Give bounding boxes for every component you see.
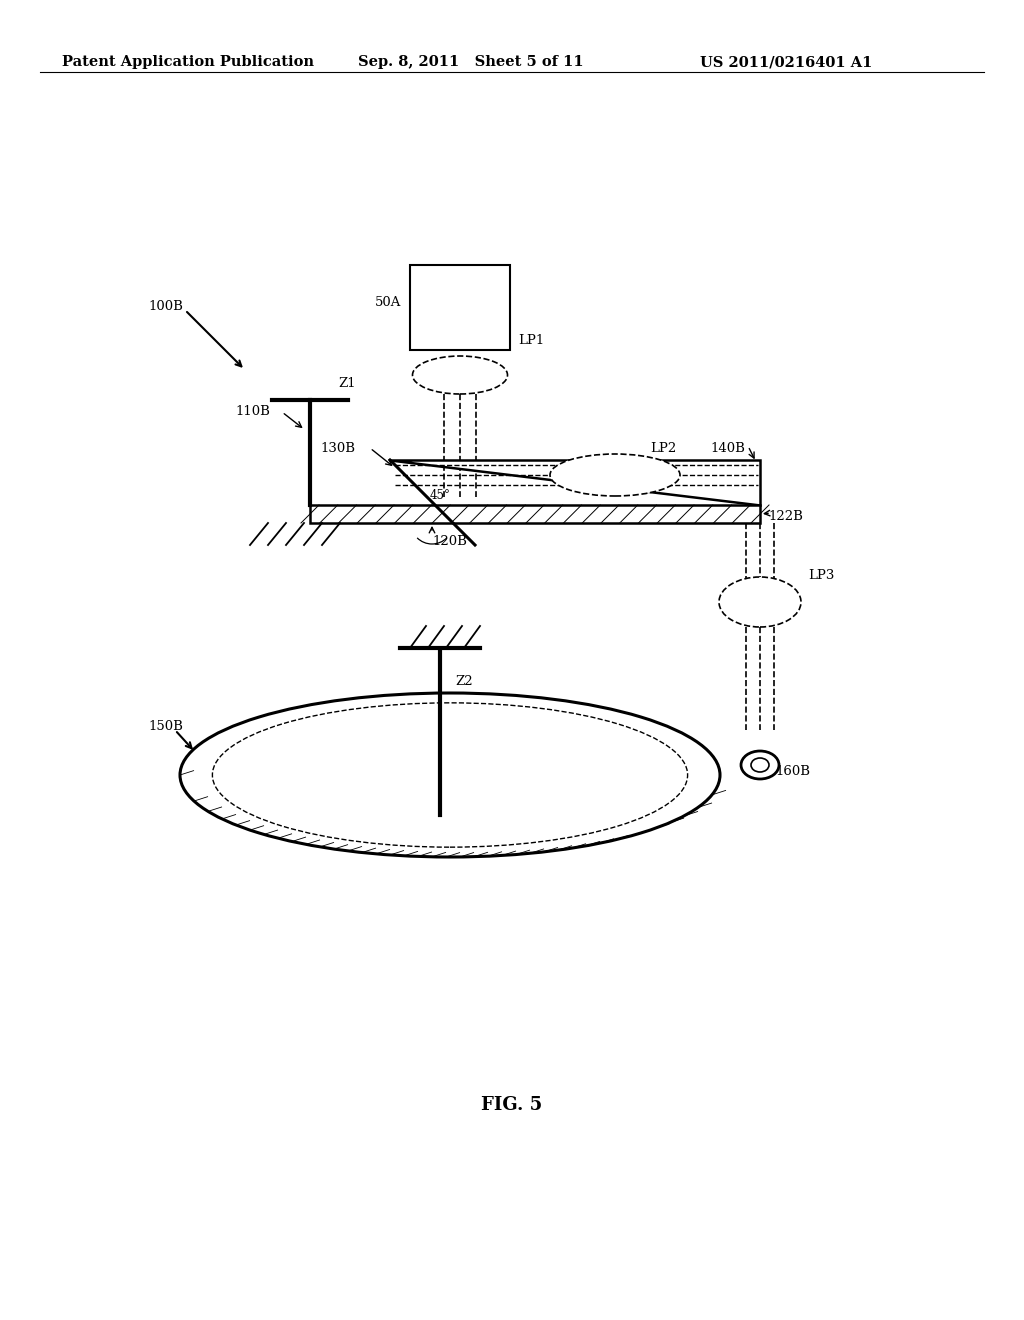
Ellipse shape (741, 751, 779, 779)
Text: 122B: 122B (768, 510, 803, 523)
Text: 160B: 160B (775, 766, 810, 777)
Text: 50A: 50A (375, 296, 401, 309)
Ellipse shape (751, 758, 769, 772)
Bar (410, 265, 510, 350)
Ellipse shape (719, 577, 801, 627)
Text: LP1: LP1 (518, 334, 544, 347)
Text: 110B: 110B (234, 405, 270, 418)
Text: US 2011/0216401 A1: US 2011/0216401 A1 (700, 55, 872, 69)
Text: 140B: 140B (710, 442, 744, 455)
Text: Sep. 8, 2011   Sheet 5 of 11: Sep. 8, 2011 Sheet 5 of 11 (358, 55, 584, 69)
Polygon shape (390, 459, 760, 506)
Text: 130B: 130B (319, 442, 355, 455)
Text: FIG. 5: FIG. 5 (481, 1096, 543, 1114)
Text: 45°: 45° (430, 488, 451, 502)
Ellipse shape (550, 454, 680, 496)
Text: LP3: LP3 (808, 569, 835, 582)
Text: Z2: Z2 (455, 675, 473, 688)
Ellipse shape (413, 356, 508, 393)
Text: LP2: LP2 (650, 442, 676, 455)
Text: 100B: 100B (148, 300, 183, 313)
Bar (310, 506, 760, 523)
Text: 120B: 120B (432, 535, 467, 548)
Text: Z1: Z1 (338, 378, 355, 389)
Text: 150B: 150B (148, 719, 183, 733)
Text: Patent Application Publication: Patent Application Publication (62, 55, 314, 69)
